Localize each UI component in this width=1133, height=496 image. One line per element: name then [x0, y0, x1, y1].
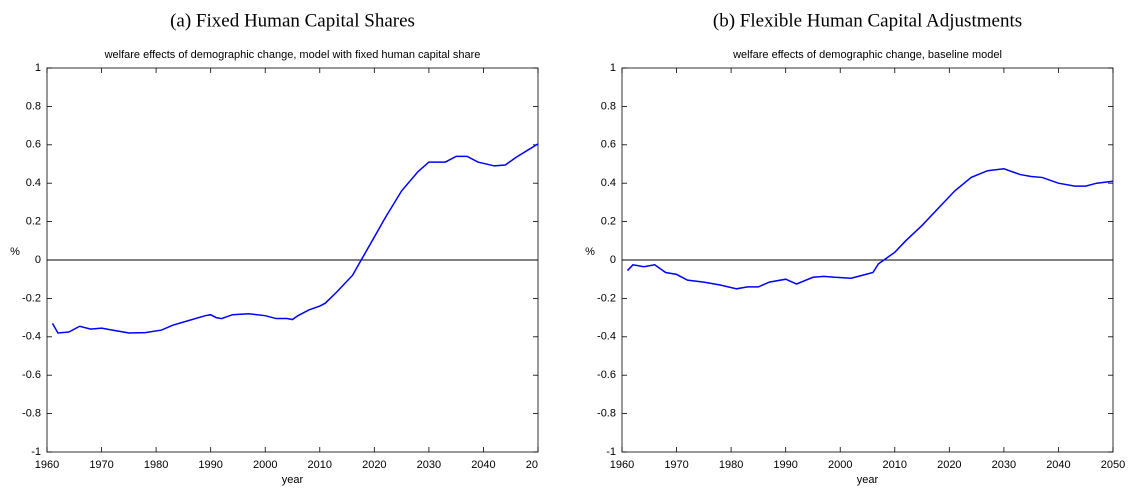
y-tick-label: -1 [31, 446, 41, 458]
caption: (a) Fixed Human Capital Shares [170, 10, 415, 31]
x-axis-label: year [857, 474, 879, 486]
y-tick-label: -0.4 [22, 331, 41, 343]
data-line [51, 143, 539, 334]
y-tick-label: -0.6 [597, 369, 616, 381]
x-tick-label: 2020 [362, 459, 386, 471]
y-tick-label: 0.2 [26, 216, 41, 228]
x-tick-label: 2050 [1101, 459, 1125, 471]
y-tick-label: 0 [35, 254, 41, 266]
caption: (b) Flexible Human Capital Adjustments [713, 10, 1022, 31]
y-tick-label: 0.4 [601, 177, 616, 189]
x-tick-label: 2040 [471, 459, 495, 471]
x-tick-label: 1980 [144, 459, 168, 471]
x-tick-label: 2040 [1046, 459, 1070, 471]
y-tick-label: 0.4 [26, 177, 41, 189]
y-tick-label: -0.4 [597, 331, 616, 343]
y-axis-label: % [10, 246, 20, 258]
y-tick-label: -0.2 [22, 292, 41, 304]
chart-title: welfare effects of demographic change, b… [732, 49, 1002, 61]
y-tick-label: -0.8 [22, 408, 41, 420]
x-tick-label: 1970 [664, 459, 688, 471]
y-tick-label: 0.8 [601, 100, 616, 112]
x-tick-label: 2000 [828, 459, 852, 471]
x-axis-label: year [282, 474, 304, 486]
x-tick-label: 1960 [610, 459, 634, 471]
x-tick-label: 1990 [198, 459, 222, 471]
y-tick-label: 1 [610, 62, 616, 74]
x-tick-label: 1990 [773, 459, 797, 471]
x-tick-label: 1980 [719, 459, 743, 471]
x-tick-label: 2030 [417, 459, 441, 471]
y-tick-label: 0.8 [26, 100, 41, 112]
chart-title: welfare effects of demographic change, m… [104, 49, 481, 61]
data-line [626, 168, 1114, 290]
y-axis-label: % [585, 246, 595, 258]
y-tick-label: 0 [610, 254, 616, 266]
y-tick-label: 1 [35, 62, 41, 74]
x-tick-label: 2010 [308, 459, 332, 471]
x-tick-label: 1970 [89, 459, 113, 471]
x-tick-label: 2010 [883, 459, 907, 471]
x-tick-label: 2020 [937, 459, 961, 471]
y-tick-label: -1 [606, 446, 616, 458]
y-tick-label: 0.6 [26, 139, 41, 151]
y-tick-label: -0.8 [597, 408, 616, 420]
x-tick-label: 20 [526, 459, 538, 471]
y-tick-label: 0.6 [601, 139, 616, 151]
x-tick-label: 1960 [35, 459, 59, 471]
x-tick-label: 2030 [992, 459, 1016, 471]
y-tick-label: 0.2 [601, 216, 616, 228]
y-tick-label: -0.2 [597, 292, 616, 304]
x-tick-label: 2000 [253, 459, 277, 471]
y-tick-label: -0.6 [22, 369, 41, 381]
